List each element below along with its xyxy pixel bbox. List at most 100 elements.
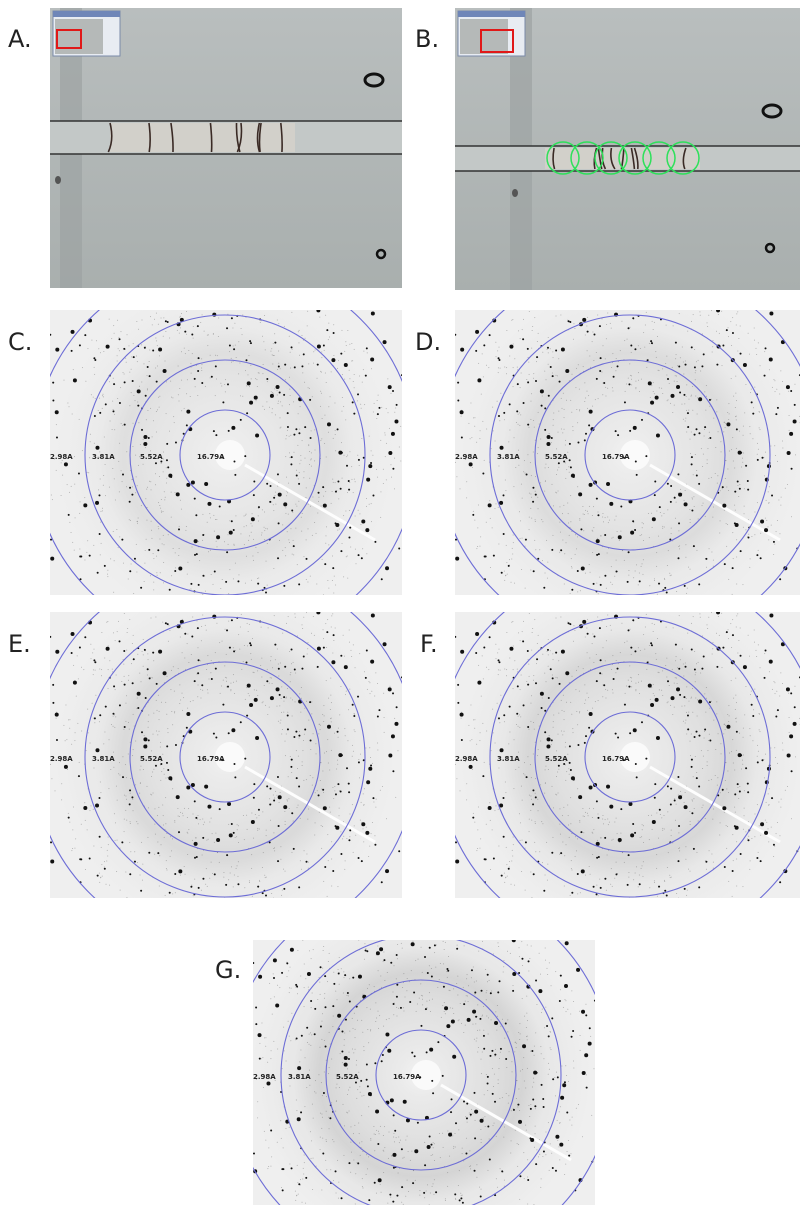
noise [302, 765, 303, 766]
noise [745, 384, 746, 385]
noise [290, 697, 291, 698]
reflection [68, 514, 70, 516]
noise [177, 808, 178, 809]
noise [596, 352, 597, 353]
noise [538, 714, 539, 715]
noise [765, 754, 766, 755]
noise [696, 610, 697, 611]
reflection [337, 428, 339, 430]
noise [519, 425, 520, 426]
noise [517, 669, 518, 670]
reflection [394, 419, 398, 423]
noise [658, 672, 659, 673]
noise [516, 422, 517, 423]
noise [247, 1096, 248, 1097]
noise [237, 824, 238, 825]
noise [135, 492, 136, 493]
noise [349, 451, 350, 452]
noise [533, 680, 534, 681]
noise [231, 358, 232, 359]
noise [269, 309, 270, 310]
noise [597, 511, 598, 512]
reflection [457, 400, 459, 402]
noise [540, 482, 541, 483]
noise [96, 340, 97, 341]
noise [533, 451, 534, 452]
noise [206, 868, 207, 869]
noise [498, 465, 499, 466]
noise [748, 333, 749, 334]
reflection [156, 683, 158, 685]
reflection [488, 503, 492, 507]
reflection [627, 884, 629, 886]
noise [681, 706, 682, 707]
noise [782, 683, 783, 684]
noise [263, 701, 264, 702]
noise [527, 756, 528, 757]
noise [595, 701, 596, 702]
noise [233, 345, 234, 346]
noise [575, 856, 576, 857]
noise [347, 492, 348, 493]
noise [273, 568, 274, 569]
noise [782, 440, 783, 441]
reflection [133, 658, 135, 660]
noise [262, 406, 263, 407]
noise [115, 689, 116, 690]
reflection [569, 745, 571, 747]
noise [198, 823, 199, 824]
noise [680, 659, 681, 660]
noise [160, 508, 161, 509]
noise [461, 712, 462, 713]
noise [739, 733, 740, 734]
reflection [696, 428, 698, 430]
noise [113, 716, 114, 717]
noise [168, 641, 169, 642]
reflection [253, 494, 255, 496]
noise [85, 869, 86, 870]
noise [373, 1126, 374, 1127]
noise [521, 871, 522, 872]
noise [202, 594, 203, 595]
noise [264, 539, 265, 540]
noise [74, 484, 75, 485]
noise [545, 960, 546, 961]
reflection [98, 797, 100, 799]
noise [579, 520, 580, 521]
noise [675, 677, 676, 678]
reflection [455, 841, 457, 843]
noise [80, 501, 81, 502]
noise [683, 663, 684, 664]
noise [251, 854, 252, 855]
noise [725, 423, 726, 424]
noise [484, 762, 485, 763]
noise [689, 811, 690, 812]
reflection [365, 831, 369, 835]
noise [110, 558, 111, 559]
noise [326, 526, 327, 527]
reflection [634, 650, 636, 652]
noise [321, 848, 322, 849]
noise [643, 540, 644, 541]
reflection [348, 480, 350, 482]
noise [334, 786, 335, 787]
noise [89, 810, 90, 811]
noise [147, 675, 148, 676]
noise [549, 600, 550, 601]
reflection [298, 583, 300, 585]
pattern: 2.98A3.81A5.52A16.79A [438, 565, 801, 949]
noise [274, 388, 275, 389]
reflection [49, 636, 51, 638]
noise [403, 438, 404, 439]
noise [676, 804, 677, 805]
noise [113, 531, 114, 532]
noise [548, 666, 549, 667]
noise [518, 1144, 519, 1145]
noise [542, 697, 543, 698]
noise [337, 764, 338, 765]
reflection [93, 659, 95, 661]
noise [494, 508, 495, 509]
noise [278, 401, 279, 402]
noise [104, 867, 105, 868]
reflection [219, 808, 221, 810]
